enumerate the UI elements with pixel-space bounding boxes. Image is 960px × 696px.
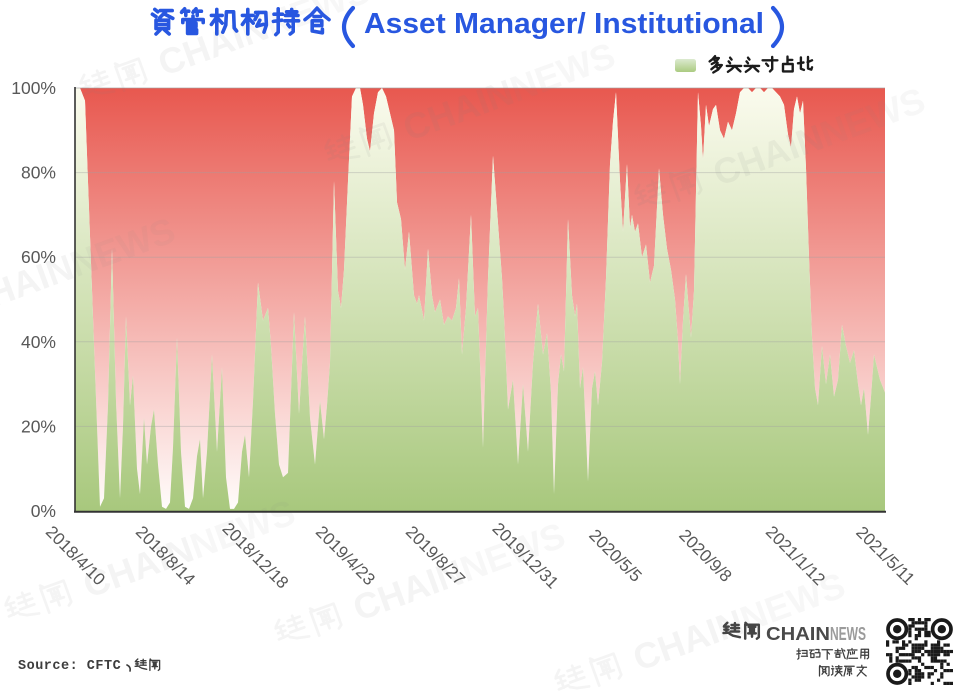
svg-text:60%: 60% bbox=[21, 247, 56, 267]
svg-text:20%: 20% bbox=[21, 416, 56, 436]
svg-text:40%: 40% bbox=[21, 332, 56, 352]
svg-text:80%: 80% bbox=[21, 163, 56, 183]
svg-text:Asset Manager/ Institutional: Asset Manager/ Institutional bbox=[364, 8, 764, 40]
svg-text:0%: 0% bbox=[31, 501, 56, 521]
svg-text:100%: 100% bbox=[11, 78, 56, 98]
svg-text:CHAIN: CHAIN bbox=[766, 624, 830, 644]
svg-text:NEWS: NEWS bbox=[830, 624, 866, 644]
svg-text:Source: CFTC: Source: CFTC bbox=[18, 659, 121, 674]
